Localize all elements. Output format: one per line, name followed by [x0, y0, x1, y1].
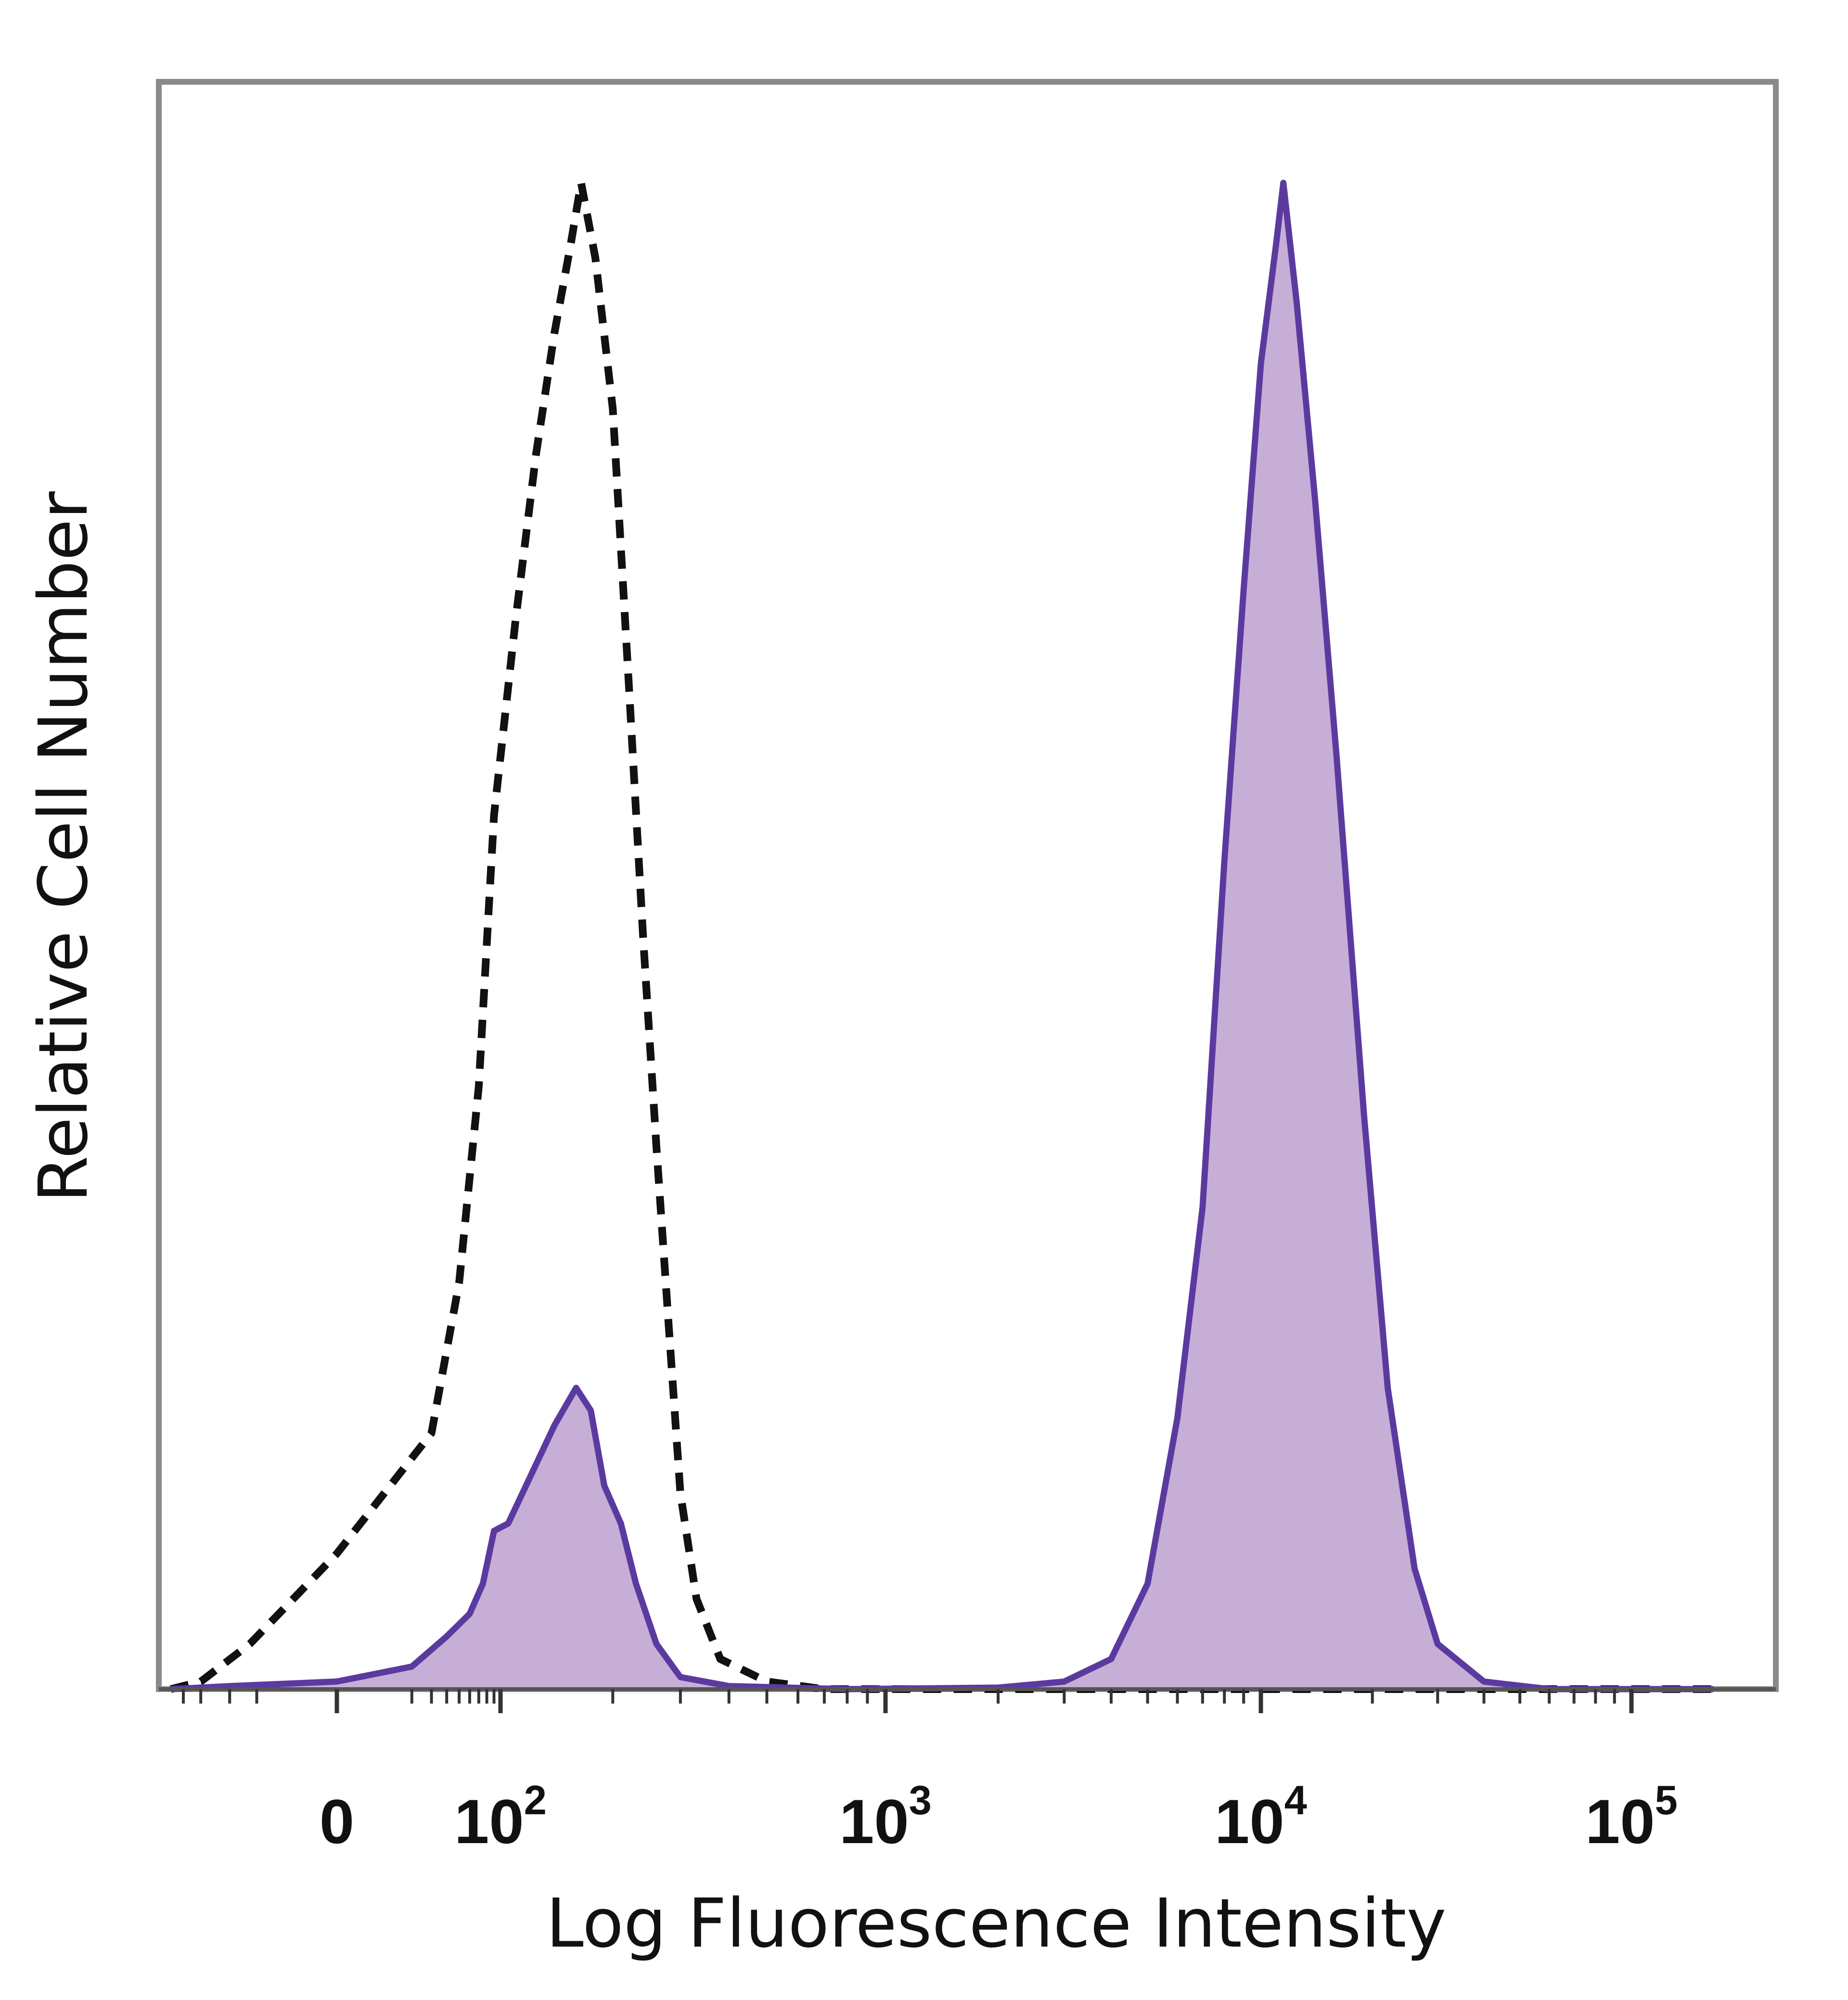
- x-tick-label-exponent: 3: [909, 1778, 932, 1823]
- x-tick-label-3: 104: [1215, 1778, 1307, 1857]
- x-tick-label-exponent: 4: [1284, 1778, 1307, 1823]
- dashed-histogram-line-0: [170, 179, 1713, 1693]
- x-axis-label: Log Fluorescence Intensity: [546, 1885, 1447, 1963]
- x-tick-label-base: 0: [320, 1786, 354, 1857]
- y-axis-label: Relative Cell Number: [25, 491, 103, 1203]
- x-tick-label-2: 103: [839, 1778, 932, 1857]
- x-tick-label-base: 10: [1585, 1786, 1655, 1857]
- x-tick-label-base: 10: [1215, 1786, 1284, 1857]
- x-tick-label-exponent: 2: [524, 1778, 547, 1823]
- x-tick-label-0: 0: [320, 1786, 354, 1857]
- x-tick-label-base: 10: [454, 1786, 524, 1857]
- x-tick-label-4: 105: [1585, 1778, 1678, 1857]
- x-tick-label-1: 102: [454, 1778, 547, 1857]
- x-tick-label-exponent: 5: [1655, 1778, 1678, 1823]
- x-axis-tick-labels: 0 102 103 104 105: [320, 1778, 1678, 1857]
- x-tick-label-base: 10: [839, 1786, 909, 1857]
- plot-frame: [156, 79, 1779, 1692]
- histogram-fill-1: [171, 183, 1713, 1689]
- x-axis-ticks: [181, 1689, 1634, 1713]
